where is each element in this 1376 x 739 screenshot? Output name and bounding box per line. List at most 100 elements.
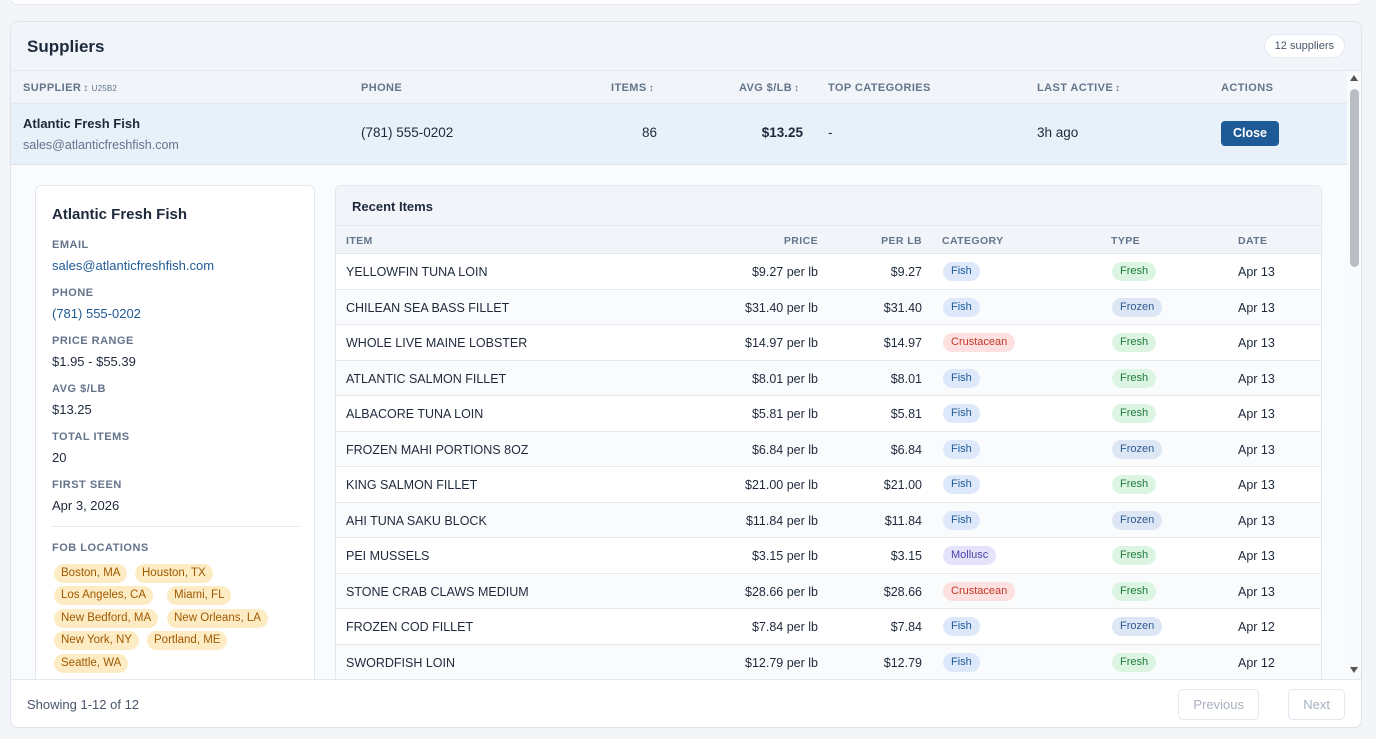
fob-locations-label: FOB LOCATIONS <box>52 542 149 554</box>
category-badge: Fish <box>943 475 980 494</box>
table-row[interactable]: YELLOWFIN TUNA LOIN $9.27 per lb $9.27 Fish… <box>336 254 1321 290</box>
table-row-selected[interactable]: Atlantic Fresh Fish sales@atlanticfreshf… <box>11 104 1347 165</box>
item-price: $5.81 per lb <box>751 407 818 421</box>
column-price: PRICE <box>783 235 818 247</box>
email-link[interactable]: sales@atlanticfreshfish.com <box>52 258 215 273</box>
phone-link[interactable]: (781) 555-0202 <box>52 306 141 321</box>
scroll-down-arrow-icon[interactable] <box>1350 667 1358 673</box>
fob-location-tag: Houston, TX <box>135 564 213 583</box>
category-badge: Fish <box>943 262 980 281</box>
category-badge: Fish <box>943 652 980 672</box>
sort-icon: ↕ <box>83 83 89 94</box>
fob-location-tag: Miami, FL <box>167 586 232 605</box>
item-price: $6.84 per lb <box>751 442 818 457</box>
next-page-button[interactable]: Next <box>1288 689 1345 720</box>
type-badge: Frozen <box>1112 617 1163 636</box>
category-badge: Fish <box>943 617 980 636</box>
table-row[interactable]: WHOLE LIVE MAINE LOBSTER $14.97 per lb $14… <box>336 325 1321 361</box>
table-row[interactable]: KING SALMON FILLET $21.00 per lb $21.00 Fis… <box>336 467 1321 503</box>
vertical-scrollbar[interactable] <box>1347 71 1361 679</box>
item-price: $9.27 per lb <box>751 265 818 279</box>
item-price: $8.01 per lb <box>751 371 818 386</box>
category-badge: Fish <box>943 439 980 459</box>
item-date: Apr 13 <box>1238 407 1275 421</box>
suppliers-card: Suppliers 12 suppliers SUPPLIER ↕ U25B2 PH… <box>10 21 1362 728</box>
category-badge: Fish <box>943 510 980 530</box>
phone-label: PHONE <box>52 287 94 299</box>
table-row[interactable]: ATLANTIC SALMON FILLET $8.01 per lb $8.01 F… <box>336 360 1321 396</box>
item-per-lb: $6.84 <box>890 442 922 457</box>
price-range-value: $1.95 - $55.39 <box>52 354 136 369</box>
item-per-lb: $14.97 <box>883 336 922 350</box>
item-price: $31.40 per lb <box>745 300 818 315</box>
table-row[interactable]: PEI MUSSELS $3.15 per lb $3.15 Mollusc Fresh… <box>336 538 1321 574</box>
supplier-top-categories: - <box>828 125 833 140</box>
recent-items-table-header: ITEM PRICE PER LB CATEGORY TYPE DATE <box>336 226 1321 254</box>
item-price: $12.79 per lb <box>745 655 818 670</box>
table-row[interactable]: FROZEN COD FILLET $7.84 per lb $7.84 Fish Fr… <box>336 609 1321 645</box>
table-row[interactable]: CHILEAN SEA BASS FILLET $31.40 per lb $31.… <box>336 289 1321 325</box>
email-label: EMAIL <box>52 239 89 251</box>
sort-icon: ↕ <box>648 83 655 94</box>
previous-page-button[interactable]: Previous <box>1178 689 1259 720</box>
item-name: FROZEN COD FILLET <box>346 620 474 634</box>
supplier-info-card: Atlantic Fresh Fish EMAIL sales@atlantic… <box>35 185 315 679</box>
column-item: ITEM <box>346 235 373 247</box>
item-date: Apr 13 <box>1238 513 1275 528</box>
item-price: $28.66 per lb <box>745 584 818 599</box>
type-badge: Fresh <box>1112 652 1157 672</box>
first-seen-label: FIRST SEEN <box>52 479 122 491</box>
page-title: Suppliers <box>27 37 105 56</box>
total-items-label: TOTAL ITEMS <box>52 431 130 443</box>
item-price: $14.97 per lb <box>745 336 818 350</box>
item-name: CHILEAN SEA BASS FILLET <box>346 300 510 315</box>
sort-icon: ↕ <box>794 83 800 94</box>
item-date: Apr 12 <box>1238 655 1275 670</box>
recent-items-card: Recent Items ITEM PRICE PER LB CATEGORY … <box>335 185 1322 679</box>
avg-value: $13.25 <box>52 402 92 417</box>
price-range-label: PRICE RANGE <box>52 335 134 347</box>
column-actions: ACTIONS <box>1221 82 1274 94</box>
column-items[interactable]: ITEMS ↕ <box>611 82 655 94</box>
scrollbar-thumb[interactable] <box>1350 89 1359 267</box>
column-date: DATE <box>1238 235 1268 247</box>
type-badge: Frozen <box>1112 510 1163 530</box>
item-name: FROZEN MAHI PORTIONS 8OZ <box>346 442 529 457</box>
pagination-footer: Showing 1-12 of 12 Previous Next <box>11 679 1361 727</box>
type-badge: Fresh <box>1112 262 1157 281</box>
supplier-phone: (781) 555-0202 <box>361 125 454 140</box>
supplier-detail-panel: Atlantic Fresh Fish EMAIL sales@atlantic… <box>11 165 1347 679</box>
close-button[interactable]: Close <box>1221 121 1279 146</box>
supplier-last-active: 3h ago <box>1037 125 1079 140</box>
item-price: $7.84 per lb <box>751 620 818 634</box>
supplier-email: sales@atlanticfreshfish.com <box>23 138 179 152</box>
table-row[interactable]: FROZEN MAHI PORTIONS 8OZ $6.84 per lb $6.8… <box>336 431 1321 467</box>
fob-location-tag: Boston, MA <box>54 564 128 583</box>
item-date: Apr 13 <box>1238 371 1275 386</box>
recent-items-title: Recent Items <box>352 199 433 214</box>
supplier-avg: $13.25 <box>761 125 803 140</box>
category-badge: Crustacean <box>943 581 1016 601</box>
item-per-lb: $21.00 <box>883 478 922 492</box>
type-badge: Fresh <box>1112 546 1157 565</box>
detail-supplier-name: Atlantic Fresh Fish <box>52 206 188 223</box>
table-row[interactable]: SWORDFISH LOIN $12.79 per lb $12.79 Fish Fre… <box>336 644 1321 679</box>
recent-items-header: Recent Items <box>336 186 1321 226</box>
suppliers-table-header: SUPPLIER ↕ U25B2 PHONE ITEMS ↕ AVG $/LB ↕ TO… <box>11 71 1347 104</box>
supplier-items: 86 <box>641 125 657 140</box>
first-seen-value: Apr 3, 2026 <box>52 498 120 513</box>
table-row[interactable]: AHI TUNA SAKU BLOCK $11.84 per lb $11.84 Fi… <box>336 502 1321 538</box>
item-date: Apr 13 <box>1238 584 1275 599</box>
column-supplier[interactable]: SUPPLIER ↕ U25B2 <box>23 82 118 94</box>
fob-location-tag: Portland, ME <box>147 631 228 650</box>
fob-location-tag: New Bedford, MA <box>54 609 159 628</box>
column-last-active[interactable]: LAST ACTIVE ↕ <box>1037 82 1121 94</box>
scroll-up-arrow-icon[interactable] <box>1350 75 1358 81</box>
column-avg-per-lb[interactable]: AVG $/LB ↕ <box>739 82 800 94</box>
type-badge: Fresh <box>1112 404 1157 423</box>
table-row[interactable]: STONE CRAB CLAWS MEDIUM $28.66 per lb $28.… <box>336 573 1321 609</box>
table-row[interactable]: ALBACORE TUNA LOIN $5.81 per lb $5.81 Fish F… <box>336 396 1321 432</box>
avg-label: AVG $/LB <box>52 383 106 395</box>
item-name: ALBACORE TUNA LOIN <box>346 407 484 421</box>
type-badge: Fresh <box>1112 581 1157 601</box>
